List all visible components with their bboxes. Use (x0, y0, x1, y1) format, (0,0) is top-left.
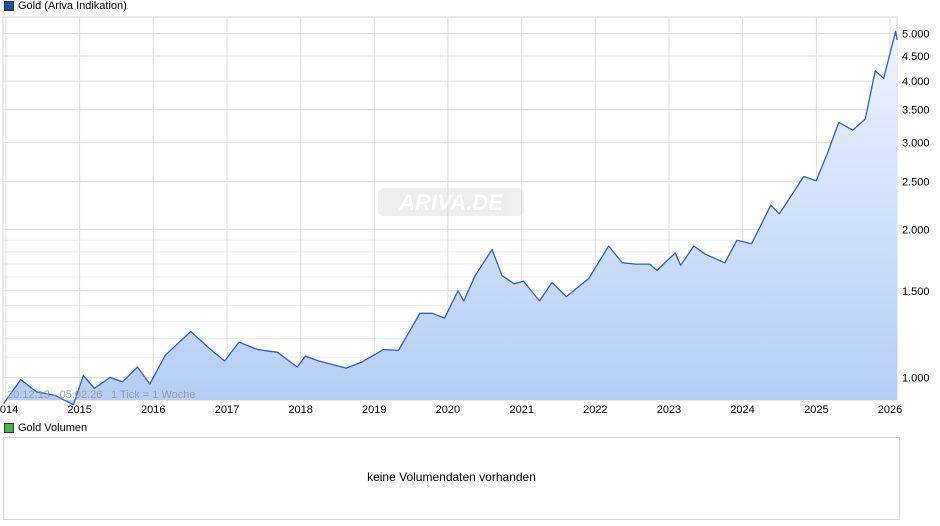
x-tick-label: 2022 (583, 404, 607, 416)
legend-gold-label: Gold (Ariva Indikation) (18, 0, 127, 12)
x-tick-label: 2018 (288, 404, 312, 416)
y-tick-label: 5.000 (902, 28, 930, 40)
watermark-text: ARIVA.DE (398, 190, 504, 215)
watermark: ARIVA.DE (378, 188, 524, 216)
legend-gold: Gold (Ariva Indikation) (4, 0, 127, 12)
price-chart: 1.000 1.500 2.000 2.500 3.000 3.500 4.000 4.500… (0, 16, 930, 416)
y-tick-label: 4.500 (902, 51, 930, 63)
x-tick-label: 2024 (730, 404, 754, 416)
legend-volume-swatch (4, 423, 14, 433)
volume-panel: keine Volumendaten vorhanden (3, 437, 900, 520)
y-tick-label: 2.500 (902, 177, 930, 189)
x-tick-label: 2026 (878, 404, 902, 416)
x-tick-label: 2017 (215, 404, 239, 416)
y-tick-label: 4.000 (902, 76, 930, 88)
date-range-label: 20.12.13 - 05.02.26 (7, 389, 102, 401)
x-tick-label: 2014 (0, 404, 18, 416)
volume-empty-message: keine Volumendaten vorhanden (367, 470, 536, 484)
x-tick-label: 2025 (804, 404, 828, 416)
y-tick-label: 3.500 (902, 105, 930, 117)
x-tick-label: 2016 (141, 404, 165, 416)
x-tick-label: 2020 (436, 404, 460, 416)
x-tick-label: 2023 (657, 404, 681, 416)
legend-volume-label: Gold Volumen (18, 422, 88, 434)
gold-line (3, 30, 898, 406)
legend-volume: Gold Volumen (4, 422, 87, 434)
tick-interval-label: 1 Tick = 1 Woche (111, 389, 195, 401)
x-tick-label: 2015 (67, 404, 91, 416)
legend-gold-swatch (4, 1, 14, 11)
y-tick-label: 1.500 (902, 286, 930, 298)
x-tick-label: 2019 (362, 404, 386, 416)
gold-area (3, 31, 898, 405)
y-tick-label: 1.000 (902, 372, 930, 384)
y-tick-label: 3.000 (902, 138, 930, 150)
x-tick-label: 2021 (509, 404, 533, 416)
y-tick-label: 2.000 (902, 224, 930, 236)
